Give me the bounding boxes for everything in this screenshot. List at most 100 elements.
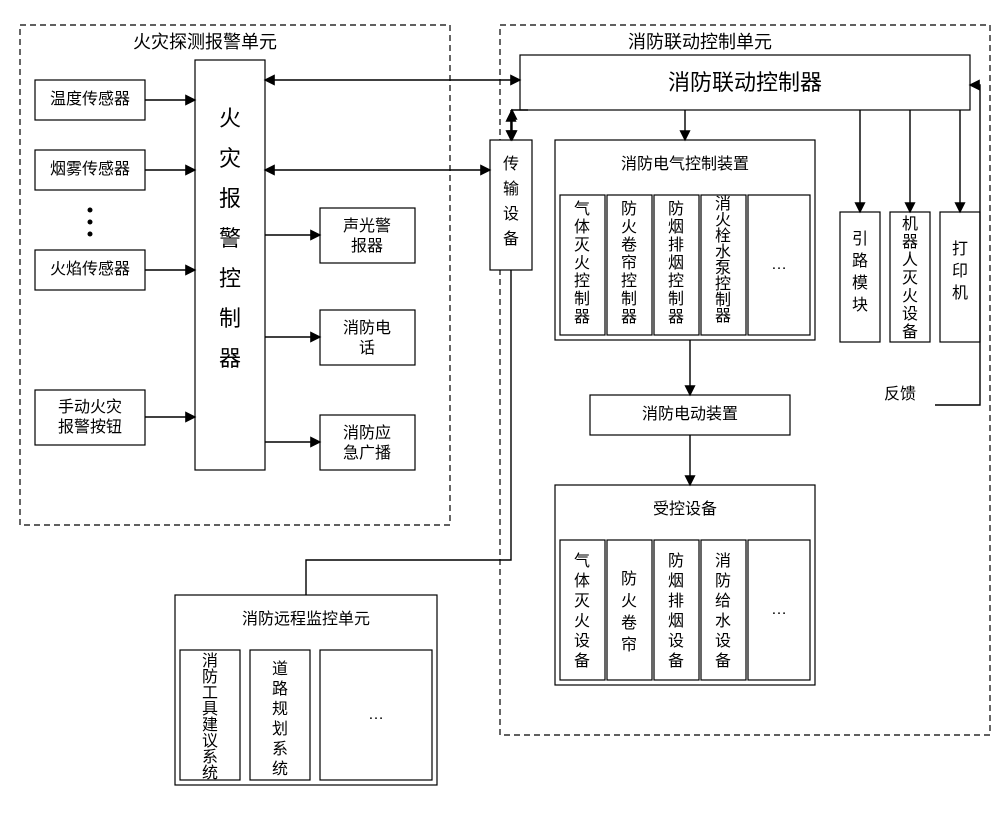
svg-text:气: 气 <box>574 552 590 570</box>
svg-text:卷: 卷 <box>621 614 637 632</box>
svg-text:模: 模 <box>852 274 868 292</box>
svg-text:防: 防 <box>621 570 637 588</box>
extras-group: 引路模块 机器人灭火设备 打印机 <box>840 212 980 342</box>
linkage-unit-title: 消防联动控制单元 <box>628 32 772 52</box>
svg-text:火: 火 <box>715 212 731 229</box>
ec-child-1: 气体灭火控制器 <box>574 200 590 326</box>
svg-text:器: 器 <box>715 307 731 325</box>
svg-text:火: 火 <box>219 106 241 131</box>
svg-text:灭: 灭 <box>574 237 590 254</box>
svg-text:火: 火 <box>574 613 590 630</box>
svg-text:控: 控 <box>574 272 590 290</box>
sensors-group: 温度传感器 烟雾传感器 火焰传感器 手动火灾 报警按钮 <box>35 80 145 445</box>
svg-text:规: 规 <box>272 700 288 718</box>
svg-text:气: 气 <box>574 200 590 218</box>
svg-text:器: 器 <box>621 308 637 326</box>
sensor-manual-label-2: 报警按钮 <box>58 418 122 436</box>
rc-1-final: 消防工具建议系统 <box>202 652 218 782</box>
svg-text:引: 引 <box>852 230 868 248</box>
controlled-title: 受控设备 <box>653 500 717 518</box>
ellipsis-dot <box>88 208 93 213</box>
svg-text:统: 统 <box>272 760 288 778</box>
svg-text:消: 消 <box>202 652 218 670</box>
svg-text:工: 工 <box>202 685 218 702</box>
output-phone-l1: 消防电 <box>343 319 391 337</box>
svg-text:控: 控 <box>621 272 637 290</box>
svg-text:人: 人 <box>902 251 918 269</box>
sensor-flame-label: 火焰传感器 <box>50 260 130 278</box>
svg-text:烟: 烟 <box>668 218 684 236</box>
svg-text:备: 备 <box>668 652 684 670</box>
svg-text:火: 火 <box>574 255 590 272</box>
remote-unit-title: 消防远程监控单元 <box>242 610 370 628</box>
svg-text:灾: 灾 <box>219 146 241 171</box>
linkage-controller-label: 消防联动控制器 <box>668 70 822 95</box>
svg-text:设: 设 <box>503 205 519 223</box>
svg-text:排: 排 <box>668 236 684 254</box>
svg-text:防: 防 <box>668 552 684 570</box>
svg-text:设: 设 <box>902 305 918 323</box>
svg-text:火: 火 <box>621 219 637 236</box>
ec-child-3: 防烟排烟控制器 <box>668 200 684 326</box>
svg-text:卷: 卷 <box>621 236 637 254</box>
svg-text:防: 防 <box>202 668 218 686</box>
svg-text:设: 设 <box>715 632 731 650</box>
svg-text:给: 给 <box>715 592 731 610</box>
svg-text:划: 划 <box>272 720 288 738</box>
svg-text:打: 打 <box>952 240 968 258</box>
svg-text:排: 排 <box>668 592 684 610</box>
svg-text:制: 制 <box>715 291 731 309</box>
fire-system-diagram: 火灾探测报警单元 消防联动控制单元 温度传感器 烟雾传感器 火焰传感器 手动火灾… <box>0 0 1000 831</box>
svg-text:控: 控 <box>668 272 684 290</box>
svg-text:印: 印 <box>952 262 968 280</box>
svg-text:灭: 灭 <box>902 270 918 287</box>
svg-text:制: 制 <box>668 290 684 308</box>
svg-text:议: 议 <box>202 732 218 750</box>
svg-text:道: 道 <box>272 660 288 678</box>
svg-text:栓: 栓 <box>715 227 731 245</box>
rc-ellipsis: … <box>368 706 384 723</box>
sensor-smoke-label: 烟雾传感器 <box>50 160 130 178</box>
svg-text:防: 防 <box>668 200 684 218</box>
svg-text:器: 器 <box>902 233 918 251</box>
svg-text:帘: 帘 <box>621 254 637 272</box>
svg-text:防: 防 <box>715 572 731 590</box>
svg-text:备: 备 <box>715 652 731 670</box>
svg-text:烟: 烟 <box>668 612 684 630</box>
svg-text:制: 制 <box>574 290 590 308</box>
output-broadcast-l1: 消防应 <box>343 423 391 442</box>
svg-text:泵: 泵 <box>715 259 731 277</box>
svg-text:块: 块 <box>852 296 868 314</box>
svg-text:路: 路 <box>852 252 868 270</box>
svg-text:烟: 烟 <box>668 254 684 272</box>
ec-child-2: 防火卷帘控制器 <box>621 200 637 326</box>
svg-text:警: 警 <box>219 226 241 251</box>
ellipsis-dot <box>88 220 93 225</box>
output-broadcast-l2: 急广播 <box>343 444 391 462</box>
svg-text:传: 传 <box>503 155 519 173</box>
feedback-label: 反馈 <box>884 385 916 403</box>
svg-text:体: 体 <box>574 572 590 590</box>
svg-text:体: 体 <box>574 218 590 236</box>
svg-text:备: 备 <box>902 323 918 341</box>
svg-text:设: 设 <box>668 632 684 650</box>
svg-text:路: 路 <box>272 680 288 698</box>
svg-text:制: 制 <box>621 290 637 308</box>
svg-text:备: 备 <box>574 652 590 670</box>
svg-text:帘: 帘 <box>621 636 637 654</box>
electric-control-children: 气体灭火控制器 防火卷帘控制器 防烟排烟控制器 消火栓水泵控制器 … <box>560 195 810 335</box>
svg-text:制: 制 <box>219 306 241 331</box>
svg-text:消: 消 <box>715 195 731 213</box>
svg-text:输: 输 <box>503 180 519 198</box>
svg-text:火: 火 <box>621 593 637 610</box>
svg-text:消: 消 <box>715 552 731 570</box>
sensor-temp-label: 温度传感器 <box>50 90 130 108</box>
detect-unit-title: 火灾探测报警单元 <box>133 32 277 52</box>
sensor-manual-label-1: 手动火灾 <box>58 398 122 416</box>
controlled-children: 气体灭火设备 防火卷帘 防烟排烟设备 消防给水设备 … <box>560 540 810 680</box>
ellipsis-dot <box>88 232 93 237</box>
cc-child-ellipsis: … <box>771 601 787 618</box>
svg-text:水: 水 <box>715 243 731 261</box>
svg-text:系: 系 <box>272 740 288 758</box>
svg-text:统: 统 <box>202 764 218 782</box>
